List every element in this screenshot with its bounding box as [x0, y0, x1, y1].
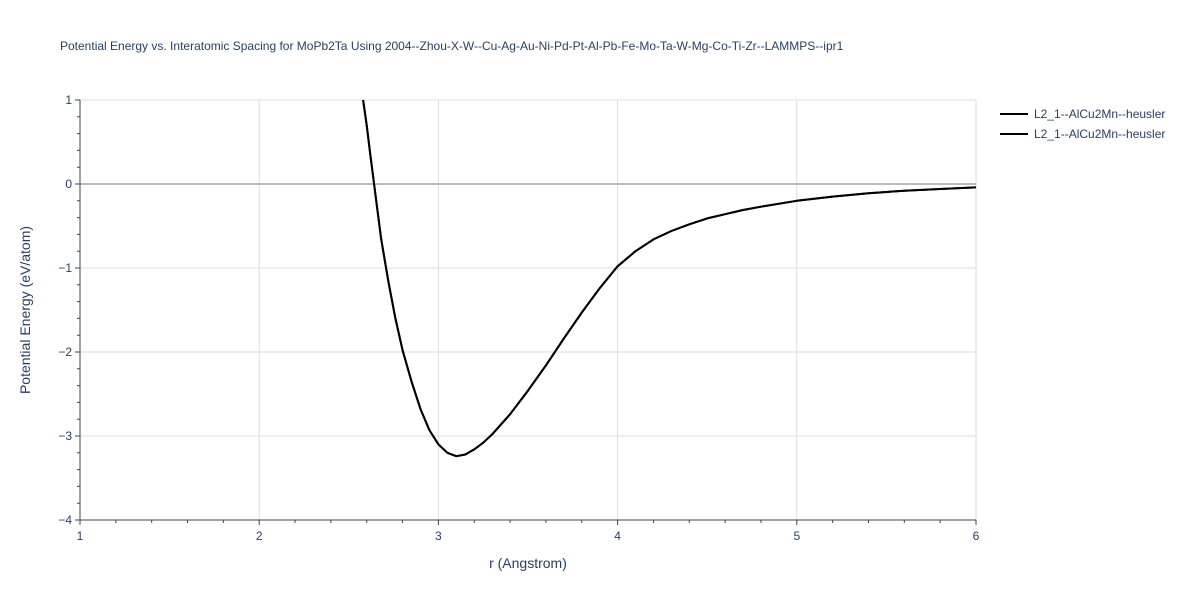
- legend-label: L2_1--AlCu2Mn--heusler: [1034, 107, 1165, 121]
- chart-title: Potential Energy vs. Interatomic Spacing…: [60, 39, 844, 53]
- series-layer: [362, 100, 976, 458]
- x-tick-label: 4: [614, 529, 621, 543]
- x-tick-label: 6: [973, 529, 980, 543]
- y-tick-label: −2: [58, 345, 72, 359]
- y-axis-title: Potential Energy (eV/atom): [17, 226, 33, 394]
- grid-layer: [80, 99, 977, 520]
- axis-layer: 1 2 3 4 5 6 −4 −3 −2 −1 0 1: [58, 93, 979, 543]
- y-tick-label: 1: [65, 93, 72, 107]
- legend[interactable]: L2_1--AlCu2Mn--heusler L2_1--AlCu2Mn--heu…: [1000, 107, 1165, 141]
- legend-label: L2_1--AlCu2Mn--heusler: [1034, 127, 1165, 141]
- x-tick-label: 1: [77, 529, 84, 543]
- x-tick-label: 3: [435, 529, 442, 543]
- y-tick-label: 0: [65, 177, 72, 191]
- legend-item-2[interactable]: L2_1--AlCu2Mn--heusler: [1000, 127, 1165, 141]
- series-line-2: [362, 100, 976, 458]
- y-tick-label: −1: [58, 261, 72, 275]
- x-tick-label: 5: [793, 529, 800, 543]
- x-axis-title: r (Angstrom): [489, 555, 567, 571]
- y-tick-label: −4: [58, 513, 72, 527]
- legend-item-1[interactable]: L2_1--AlCu2Mn--heusler: [1000, 107, 1165, 121]
- y-tick-label: −3: [58, 429, 72, 443]
- x-tick-label: 2: [256, 529, 263, 543]
